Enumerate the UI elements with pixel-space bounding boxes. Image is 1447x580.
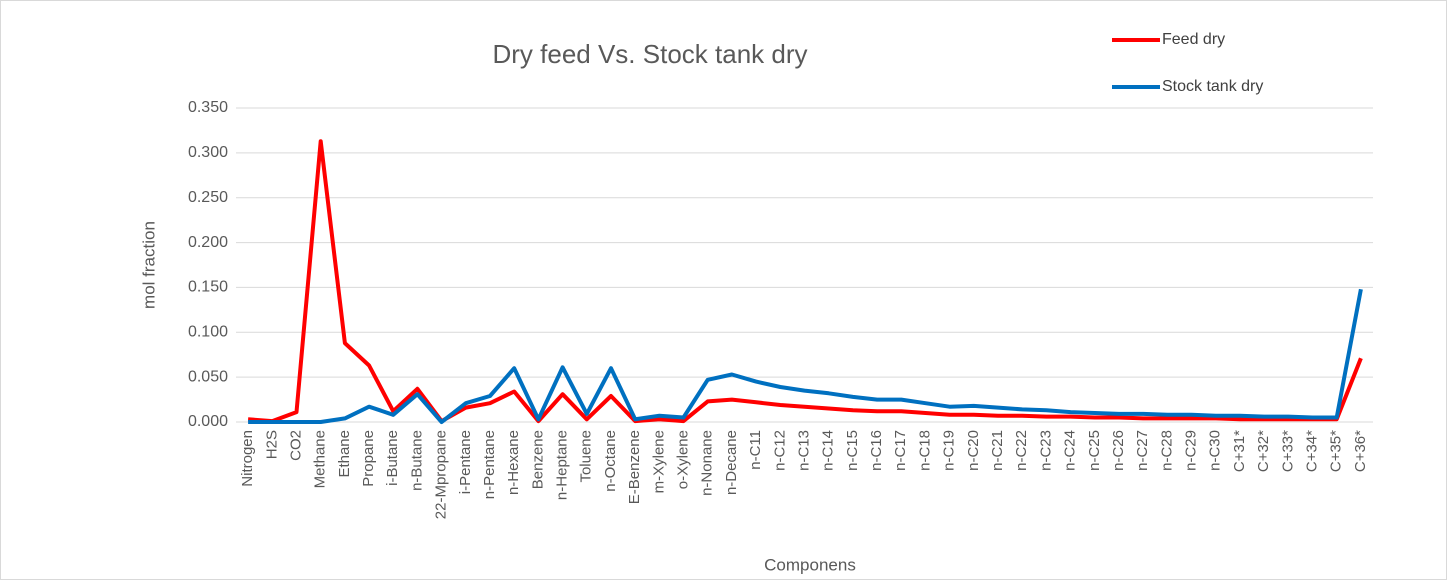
x-tick-label: n-Heptane <box>554 430 571 500</box>
y-tick-label: 0.150 <box>188 279 228 296</box>
y-axis-title: mol fraction <box>139 221 158 309</box>
x-tick-label: n-C12 <box>771 430 788 471</box>
x-tick-label: Benzene <box>529 430 546 489</box>
legend-label: Stock tank dry <box>1162 78 1263 95</box>
y-tick-label: 0.000 <box>188 413 228 430</box>
x-tick-label: n-C20 <box>965 430 982 471</box>
x-tick-label: n-C24 <box>1062 430 1079 471</box>
x-tick-label: n-Nonane <box>699 430 716 496</box>
legend-label: Feed dry <box>1162 31 1225 48</box>
chart-title: Dry feed Vs. Stock tank dry <box>492 39 807 69</box>
x-tick-label: i-Butane <box>384 430 401 486</box>
x-tick-label: n-Pentane <box>481 430 498 499</box>
x-tick-label: m-Xylene <box>650 430 667 493</box>
x-tick-label: Ethane <box>336 430 353 478</box>
x-tick-label: n-C22 <box>1013 430 1030 471</box>
x-tick-label: n-C25 <box>1086 430 1103 471</box>
x-tick-label: CO2 <box>287 430 304 461</box>
x-tick-label: n-Octane <box>602 430 619 492</box>
x-tick-label: n-C29 <box>1183 430 1200 471</box>
x-tick-label: C+36* <box>1352 430 1369 472</box>
x-tick-label: C+32* <box>1255 430 1272 472</box>
x-tick-label: n-C21 <box>989 430 1006 471</box>
x-tick-label: n-C18 <box>916 430 933 471</box>
x-tick-label: Methane <box>312 430 329 488</box>
x-tick-label: Propane <box>360 430 377 487</box>
y-tick-label: 0.300 <box>188 144 228 161</box>
x-tick-label: o-Xylene <box>675 430 692 489</box>
y-tick-label: 0.350 <box>188 99 228 116</box>
y-tick-label: 0.200 <box>188 234 228 251</box>
y-tick-label: 0.050 <box>188 368 228 385</box>
x-tick-label: Toluene <box>578 430 595 483</box>
x-tick-label: n-C16 <box>868 430 885 471</box>
x-tick-label: C+33* <box>1279 430 1296 472</box>
x-tick-label: n-Hexane <box>505 430 522 495</box>
x-tick-label: n-Butane <box>408 430 425 491</box>
x-tick-label: n-C19 <box>941 430 958 471</box>
series-line <box>248 288 1363 424</box>
x-tick-label: n-C23 <box>1037 430 1054 471</box>
x-tick-label: n-C11 <box>747 430 764 470</box>
x-tick-label: C+35* <box>1328 430 1345 472</box>
x-tick-label: Nitrogen <box>239 430 256 487</box>
x-tick-label: C+31* <box>1231 430 1248 472</box>
x-tick-label: H2S <box>263 430 280 459</box>
x-tick-label: n-C17 <box>892 430 909 471</box>
x-tick-label: E-Benzene <box>626 430 643 504</box>
x-tick-label: n-C15 <box>844 430 861 471</box>
x-tick-label: i-Pentane <box>457 430 474 494</box>
x-tick-label: n-C27 <box>1134 430 1151 471</box>
y-tick-label: 0.250 <box>188 189 228 206</box>
x-tick-label: n-C13 <box>795 430 812 471</box>
x-tick-label: n-C14 <box>820 430 837 471</box>
x-axis-title: Componens <box>764 555 856 574</box>
x-tick-label: 22-Mpropane <box>433 430 450 519</box>
x-tick-label: n-Decane <box>723 430 740 495</box>
x-tick-label: n-C30 <box>1207 430 1224 471</box>
x-tick-label: n-C28 <box>1158 430 1175 471</box>
x-tick-label: C+34* <box>1303 430 1320 472</box>
y-tick-label: 0.100 <box>188 324 228 341</box>
x-tick-label: n-C26 <box>1110 430 1127 471</box>
